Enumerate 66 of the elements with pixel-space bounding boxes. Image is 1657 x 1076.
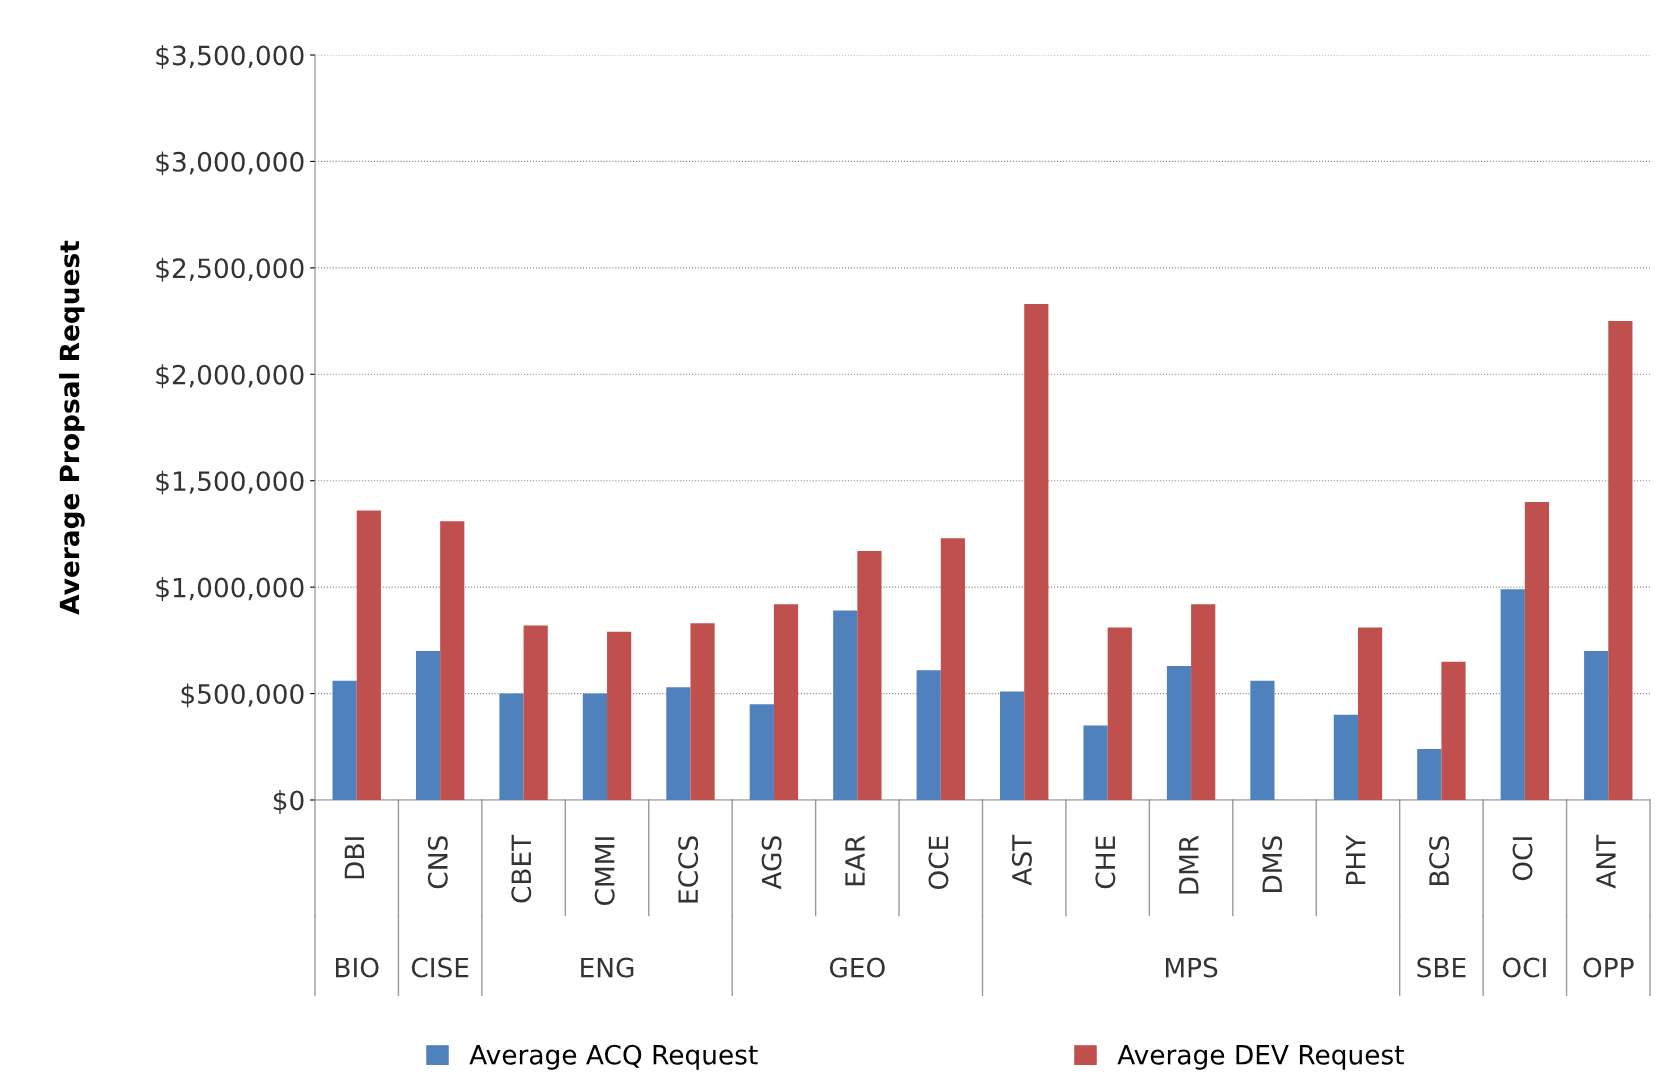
bar [1500, 589, 1525, 800]
legend-label: Average ACQ Request [469, 1044, 758, 1070]
bar [415, 651, 441, 800]
bar [1584, 651, 1609, 800]
bar [582, 693, 608, 800]
x-tick-label: ECCS [678, 836, 699, 903]
bar [916, 670, 941, 800]
x-tick-label: OCI [1512, 837, 1533, 881]
bar [1000, 691, 1025, 800]
x-tick-label: EAR [845, 835, 865, 886]
y-tick-label: $0 [273, 789, 304, 814]
text: SBE [1417, 957, 1466, 978]
y-tick-label: $2,000,000 [156, 364, 304, 389]
x-tick-label: DMR [1179, 835, 1199, 894]
y-tick-label: $3,000,000 [156, 151, 304, 176]
bar [1166, 665, 1192, 800]
bar [940, 538, 965, 800]
bar [1250, 680, 1275, 800]
x-tick-label: CNS [427, 836, 448, 889]
bar [1524, 502, 1550, 800]
text: BIO [335, 957, 379, 978]
x-tick-label: ANT [1596, 834, 1616, 889]
bar [607, 631, 632, 800]
x-tick-label: CMMI [594, 837, 615, 905]
y-tick-label: $500,000 [181, 683, 304, 708]
text: GEO [829, 957, 885, 978]
bar [1024, 304, 1049, 800]
bar [749, 704, 774, 800]
bar [1191, 604, 1216, 800]
y-tick-label: $1,500,000 [156, 470, 304, 495]
bar [1417, 748, 1442, 800]
text: ENG [581, 957, 634, 978]
bar [690, 623, 715, 800]
text: OPP [1583, 957, 1634, 978]
x-tick-label: CHE [1095, 836, 1116, 889]
x-tick-label: DBI [344, 837, 364, 879]
bar [523, 625, 548, 800]
y-tick-label: $1,000,000 [156, 577, 304, 602]
x-tick-label: CBET [511, 834, 532, 903]
x-tick-label: BCS [1429, 836, 1450, 885]
bar [1357, 627, 1383, 800]
bar [1441, 661, 1466, 800]
bar [499, 693, 524, 800]
bar [332, 680, 357, 800]
x-tick-label: PHY [1346, 834, 1366, 885]
text: OCI [1502, 957, 1546, 978]
bar [1333, 714, 1358, 800]
x-tick-label: AGS [761, 836, 782, 890]
x-tick-label: OCE [928, 836, 949, 890]
bar [833, 610, 858, 800]
bar [1107, 627, 1132, 800]
bar [773, 604, 799, 800]
bar [1083, 725, 1108, 800]
x-tick-label: AST [1011, 834, 1032, 886]
bar [1608, 321, 1633, 800]
y-axis-title: Average Propsal Request [58, 240, 85, 615]
text: MPS [1165, 957, 1218, 978]
legend-label: Average DEV Request [1117, 1045, 1404, 1070]
text: CISE [411, 957, 469, 978]
y-tick-label: $3,500,000 [156, 44, 304, 69]
x-tick-label: DMS [1262, 836, 1283, 892]
bar [440, 521, 465, 800]
bar [666, 687, 691, 800]
bar [356, 510, 381, 800]
y-tick-label: $2,500,000 [156, 257, 304, 282]
bar [857, 550, 882, 800]
